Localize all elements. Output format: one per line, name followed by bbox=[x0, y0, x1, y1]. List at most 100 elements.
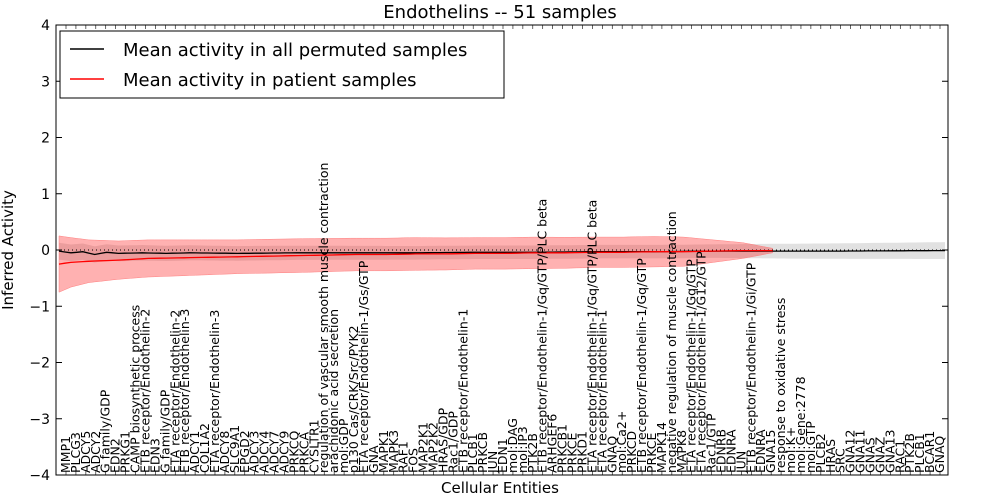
x-tick-label: ETB receptor/Endothelin-1/Gi/GTP bbox=[743, 262, 758, 473]
x-tick-label: PRKCB bbox=[475, 432, 490, 473]
x-tick-label: mol:K+ bbox=[783, 427, 798, 473]
y-tick-label: −2 bbox=[29, 356, 50, 372]
x-tick-label: G family/GDP bbox=[157, 389, 172, 473]
x-tick-label: SLC9A1 bbox=[227, 425, 242, 473]
x-tick-label: GNAQ bbox=[932, 436, 947, 473]
x-tick-label: ETA receptor/Endothelin-1/Gq/GTP/PLC bet… bbox=[584, 200, 599, 473]
y-tick-label: −1 bbox=[29, 299, 50, 315]
legend: Mean activity in all permuted samples Me… bbox=[59, 30, 505, 99]
x-tick-label: negative regulation of muscle contractio… bbox=[664, 211, 679, 473]
x-tick-label: EDN3 bbox=[147, 438, 162, 473]
line-series-0 bbox=[58, 249, 945, 256]
x-tick-label: GNAQ bbox=[604, 436, 619, 473]
x-tick-label: MAP2K1 bbox=[416, 422, 431, 473]
x-tick-label: MAPK8 bbox=[674, 430, 689, 473]
x-tick-label: PRKCA bbox=[296, 432, 311, 473]
x-tick-label: BCAR1 bbox=[922, 431, 937, 473]
legend-label-permuted: Mean activity in all permuted samples bbox=[123, 40, 467, 61]
x-tick-label: G family/GDP bbox=[98, 389, 113, 473]
x-tick-label: ETB receptor/Endothelin-3 bbox=[177, 309, 192, 473]
x-tick-label: PRKCD bbox=[624, 431, 639, 473]
y-tick-label: 1 bbox=[41, 187, 50, 203]
line-series-1 bbox=[58, 249, 773, 265]
x-tick-label: ETA receptor/Endothelin-1/G12/GTP bbox=[694, 251, 709, 473]
x-tick-label: ARHGEF6 bbox=[545, 414, 560, 473]
x-tick-label: mol:Ca2+ bbox=[614, 411, 629, 473]
x-tick-label: MMP1 bbox=[58, 436, 73, 473]
x-tick-label: PRKCE bbox=[565, 433, 580, 473]
y-axis-label: Inferred Activity bbox=[0, 190, 17, 310]
x-tick-label: ADCY3 bbox=[247, 431, 262, 473]
y-tick-label: −3 bbox=[29, 412, 50, 428]
x-tick-label: ETB receptor/Endothelin-2 bbox=[138, 309, 153, 473]
x-tick-label: EPGD2 bbox=[237, 430, 252, 473]
x-tick-label: ETA receptor/Endothelin-2 bbox=[167, 310, 182, 473]
x-tick-label: JUN bbox=[485, 451, 500, 474]
x-tick-label: PLCG3 bbox=[68, 432, 83, 473]
x-tick-label: GNAS bbox=[863, 437, 878, 473]
x-tick-label: mol:Gene:2778 bbox=[793, 376, 808, 473]
x-tick-label: CAMP biosynthetic process bbox=[128, 305, 143, 473]
x-tick-label: GNA15 bbox=[763, 430, 778, 474]
x-tick-label: regulation of vascular smooth muscle con… bbox=[316, 163, 331, 473]
chart-title: Endothelins -- 51 samples bbox=[383, 2, 616, 23]
x-tick-label: PTK2B bbox=[902, 433, 917, 473]
x-tick-label: ADCY8 bbox=[217, 431, 232, 473]
x-tick-label: COL1A2 bbox=[197, 423, 212, 473]
y-tick-label: 2 bbox=[41, 131, 50, 147]
x-tick-label: ADCY1 bbox=[187, 431, 202, 473]
x-tick-label: ETB receptor/Endothelin-1/Gq/GTP bbox=[634, 258, 649, 473]
x-tick-label: RAC1 bbox=[892, 440, 907, 473]
x-tick-label: MAPK3 bbox=[386, 430, 401, 473]
x-tick-label: ETA receptor/Endothelin-3 bbox=[207, 310, 222, 473]
x-tick-label: GNA12 bbox=[843, 430, 858, 474]
x-tick-label: mol:GDP bbox=[336, 418, 351, 473]
x-tick-label: mol:DAG bbox=[505, 418, 520, 473]
x-tick-label: ETA receptor/Endothelin-1/Gs/GTP bbox=[356, 260, 371, 473]
x-tick-label: ETA receptor/Endothelin-1 bbox=[594, 310, 609, 473]
legend-label-patient: Mean activity in patient samples bbox=[123, 70, 417, 91]
x-tick-label: EDNRA bbox=[753, 429, 768, 473]
x-tick-label: Rac1/GDP bbox=[445, 411, 460, 473]
x-axis-label: Cellular Entities bbox=[441, 479, 559, 497]
x-tick-label: PLCB1 bbox=[465, 433, 480, 473]
x-tick-label: EDN2 bbox=[108, 438, 123, 473]
x-tick-label: MAPK14 bbox=[654, 422, 669, 473]
y-tick-label: 4 bbox=[41, 18, 50, 34]
x-tick-label: EDNRA bbox=[723, 429, 738, 473]
x-tick-label: GNA11 bbox=[853, 430, 868, 474]
series-lines bbox=[58, 249, 945, 265]
x-tick-label: arachidonic acid secretion bbox=[326, 309, 341, 473]
y-tick-label: 0 bbox=[41, 243, 50, 259]
x-tick-label: SRC bbox=[833, 448, 848, 473]
x-tick-label: EDN1 bbox=[495, 438, 510, 473]
x-tick-label: response to oxidative stress bbox=[773, 298, 788, 473]
x-tick-label: PRKD1 bbox=[575, 431, 590, 473]
x-tick-label: HRAS bbox=[823, 439, 838, 473]
x-tick-label: PLCB1 bbox=[912, 433, 927, 473]
x-tick-label: CYSLTR1 bbox=[306, 419, 321, 473]
x-tick-label: GNA13 bbox=[882, 430, 897, 474]
x-tick-label: ETA receptor/Endothelin-1/Gq/GTP bbox=[684, 259, 699, 473]
band-series-1 bbox=[58, 235, 773, 293]
confidence-bands bbox=[58, 235, 945, 293]
x-tick-label: ADCY2 bbox=[88, 431, 103, 473]
y-axis-ticks: −4 −3 −2 −1 0 1 2 3 4 bbox=[29, 18, 948, 484]
legend-box bbox=[59, 30, 505, 99]
x-tick-label: FOS bbox=[406, 448, 421, 473]
x-tick-label: PTK2B bbox=[525, 433, 540, 473]
x-tick-label: ADCY4 bbox=[257, 431, 272, 473]
x-tick-label: MAPK1 bbox=[376, 430, 391, 473]
x-tick-label: PRKG1 bbox=[118, 431, 133, 473]
y-tick-label: 3 bbox=[41, 74, 50, 90]
x-tick-label: GNAZ bbox=[872, 437, 887, 473]
y-tick-label: −4 bbox=[29, 468, 50, 484]
x-tick-label: mol:IP3 bbox=[515, 426, 530, 473]
x-tick-label: GNA bbox=[366, 445, 381, 473]
x-tick-label: ADCY9 bbox=[277, 431, 292, 473]
x-tick-label: ETB receptor/Endothelin-1 bbox=[455, 309, 470, 473]
x-tick-label: RAF1 bbox=[396, 441, 411, 473]
x-tick-label: ADCY5 bbox=[78, 431, 93, 473]
